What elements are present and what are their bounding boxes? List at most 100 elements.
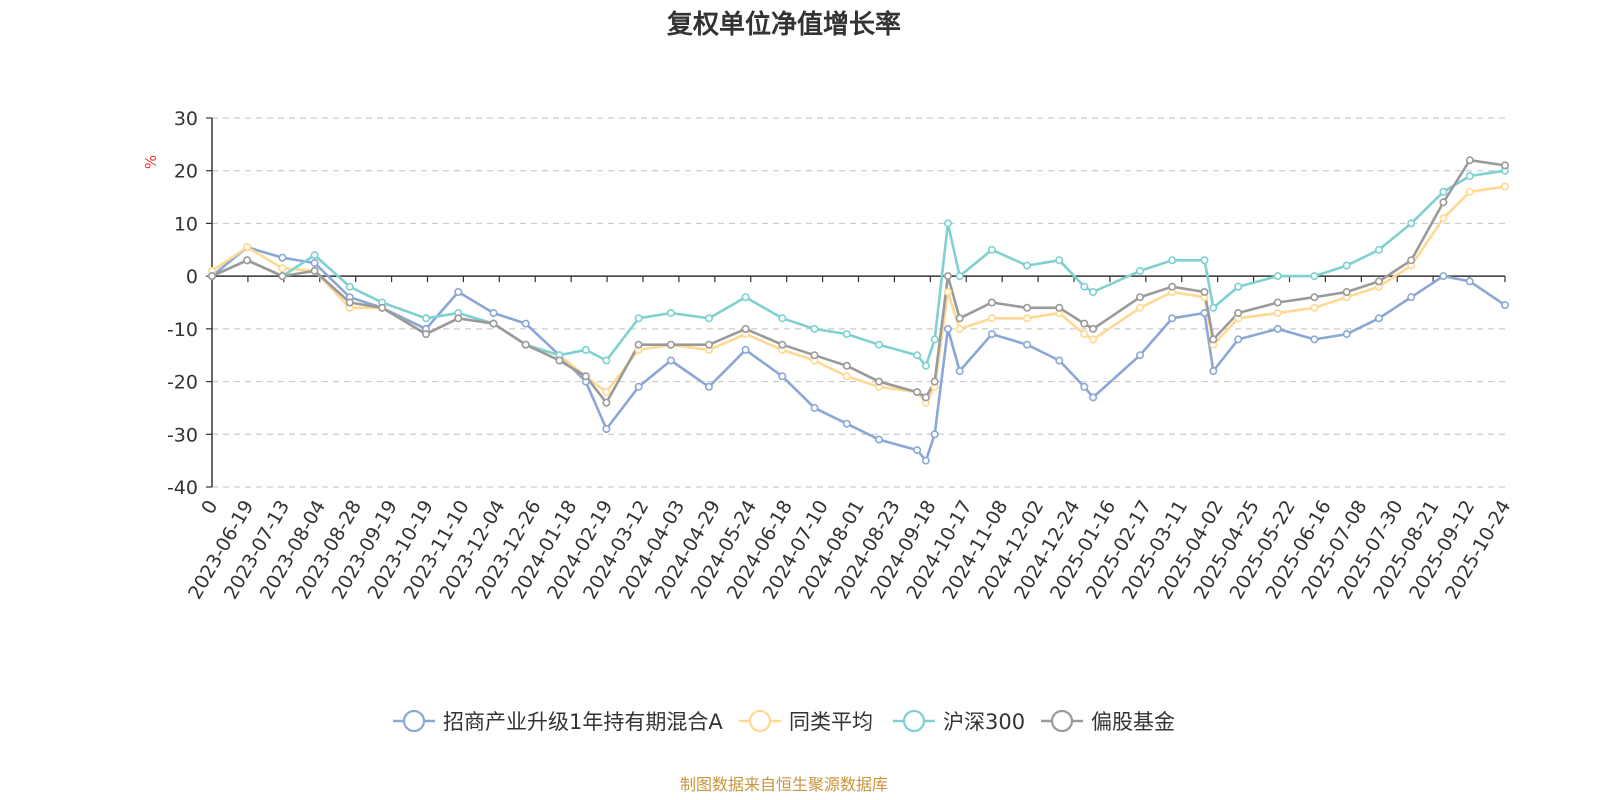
data-point <box>1200 308 1209 317</box>
data-point <box>943 219 952 228</box>
data-point <box>1501 161 1510 170</box>
data-point <box>454 314 463 323</box>
series-line-2 <box>211 169 1506 368</box>
data-point <box>921 393 930 402</box>
data-point <box>778 314 787 323</box>
data-point <box>1374 314 1383 323</box>
data-point <box>1209 366 1218 375</box>
data-point <box>1310 303 1319 312</box>
data-point <box>310 258 319 267</box>
series-line-3 <box>211 158 1506 405</box>
data-point <box>243 243 252 252</box>
data-point <box>1501 301 1510 310</box>
data-point <box>1342 261 1351 270</box>
data-point <box>1439 187 1448 196</box>
data-point <box>1089 324 1098 333</box>
data-point <box>1407 256 1416 265</box>
data-point <box>521 340 530 349</box>
data-point <box>421 314 430 323</box>
data-point <box>943 272 952 281</box>
data-point <box>602 388 611 397</box>
data-point <box>278 272 287 281</box>
data-point <box>987 330 996 339</box>
legend-label: 沪深300 <box>943 710 1025 734</box>
legend-label: 偏股基金 <box>1091 710 1175 734</box>
data-point <box>1209 335 1218 344</box>
data-point <box>874 377 883 386</box>
legend-marker <box>1050 709 1074 733</box>
data-point <box>345 298 354 307</box>
data-point <box>842 330 851 339</box>
data-point <box>1136 351 1145 360</box>
data-point <box>1089 335 1098 344</box>
data-point <box>1168 282 1177 291</box>
data-point <box>1168 256 1177 265</box>
data-point <box>874 340 883 349</box>
data-point <box>913 388 922 397</box>
data-point <box>489 308 498 317</box>
data-point <box>955 366 964 375</box>
data-point <box>778 372 787 381</box>
data-point <box>581 372 590 381</box>
data-point <box>278 264 287 273</box>
legend-label: 招商产业升级1年持有期混合A <box>443 710 723 734</box>
data-point <box>634 382 643 391</box>
data-point <box>1374 277 1383 286</box>
data-point <box>1089 393 1098 402</box>
legend-item-0[interactable]: 招商产业升级1年持有期混合A <box>393 709 723 734</box>
legend-item-2[interactable]: 沪深300 <box>893 709 1025 734</box>
data-source-note: 制图数据来自恒生聚源数据库 <box>680 775 888 794</box>
y-tick-label: -10 <box>167 319 198 341</box>
legend-item-1[interactable]: 同类平均 <box>739 709 873 734</box>
data-point <box>1136 303 1145 312</box>
legend-label: 同类平均 <box>789 710 873 734</box>
data-point <box>345 282 354 291</box>
data-point <box>943 324 952 333</box>
data-point <box>1439 198 1448 207</box>
data-point <box>1465 156 1474 165</box>
data-point <box>1465 172 1474 181</box>
data-point <box>1407 219 1416 228</box>
data-point <box>874 435 883 444</box>
y-tick-label: 20 <box>174 161 198 183</box>
legend-item-3[interactable]: 偏股基金 <box>1041 709 1175 734</box>
data-point <box>521 319 530 328</box>
data-point <box>1200 256 1209 265</box>
data-point <box>1080 282 1089 291</box>
data-point <box>1273 298 1282 307</box>
data-point <box>778 340 787 349</box>
data-point <box>1023 314 1032 323</box>
data-point <box>943 287 952 296</box>
data-point <box>1055 303 1064 312</box>
y-axis-unit: % <box>142 155 160 169</box>
data-point <box>913 446 922 455</box>
data-point <box>1234 308 1243 317</box>
data-point <box>1439 272 1448 281</box>
data-point <box>1342 287 1351 296</box>
data-point <box>1273 272 1282 281</box>
legend[interactable]: 招商产业升级1年持有期混合A 同类平均 沪深300 偏股基金 <box>393 709 1175 734</box>
data-point <box>810 351 819 360</box>
chart-title: 复权单位净值增长率 <box>667 9 901 40</box>
y-tick-label: -30 <box>167 424 198 446</box>
y-axis: 30 20 10 0 -10 -20 -30 -40 <box>167 108 213 499</box>
data-point <box>704 314 713 323</box>
x-axis: 02023-06-192023-07-132023-08-042023-08-2… <box>184 275 1515 603</box>
data-point <box>704 340 713 349</box>
data-point <box>1342 330 1351 339</box>
y-tick-label: -40 <box>167 477 198 499</box>
data-point <box>421 330 430 339</box>
data-point <box>378 303 387 312</box>
grid-lines <box>212 117 1505 488</box>
data-point <box>921 361 930 370</box>
data-point <box>1168 314 1177 323</box>
data-point <box>921 456 930 465</box>
data-point <box>666 308 675 317</box>
data-point <box>489 319 498 328</box>
data-point <box>1136 266 1145 275</box>
data-point <box>581 345 590 354</box>
data-point <box>634 314 643 323</box>
data-point <box>1234 335 1243 344</box>
data-point <box>1273 324 1282 333</box>
